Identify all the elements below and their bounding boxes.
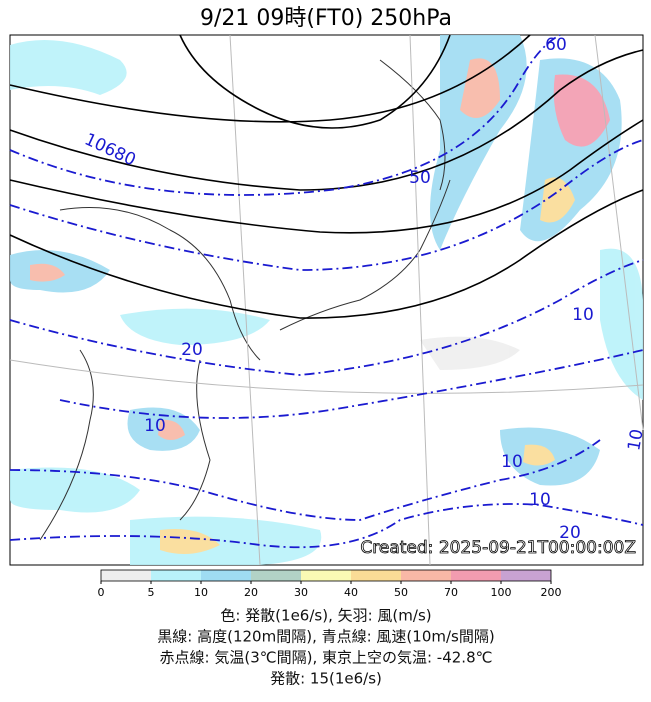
map bbox=[9, 34, 644, 566]
caption-line: 黒線: 高度(120m間隔), 青点線: 風速(10m/s間隔) bbox=[157, 628, 494, 646]
wind-speed-contours bbox=[9, 34, 644, 549]
contour-label: 10 bbox=[501, 452, 523, 472]
colorbar-tick-label: 50 bbox=[394, 586, 408, 599]
colorbar-tick-label: 30 bbox=[294, 586, 308, 599]
caption-line: 色: 発散(1e6/s), 矢羽: 風(m/s) bbox=[220, 607, 431, 625]
colorbar-tick-label: 100 bbox=[491, 586, 512, 599]
divergence-shading bbox=[10, 35, 643, 565]
contour-label: 50 bbox=[409, 168, 431, 188]
colorbar-tick-label: 10 bbox=[194, 586, 208, 599]
colorbar-tick-label: 0 bbox=[98, 586, 105, 599]
colorbar: 0 5 10 20 30 40 50 70 100 200 bbox=[98, 569, 562, 599]
colorbar-tick-label: 200 bbox=[541, 586, 562, 599]
contour-label: 10 bbox=[144, 416, 166, 436]
title: 9/21 09時(FT0) 250hPa bbox=[200, 6, 452, 31]
caption-line: 発散: 15(1e6/s) bbox=[270, 670, 382, 688]
graticule bbox=[9, 34, 644, 566]
contour-label: 20 bbox=[181, 340, 203, 360]
colorbar-tick-label: 70 bbox=[444, 586, 458, 599]
colorbar-frame bbox=[100, 569, 552, 582]
colorbar-swatch bbox=[101, 570, 151, 581]
caption-line: 赤点線: 気温(3℃間隔), 東京上空の気温: -42.8℃ bbox=[160, 649, 493, 667]
contour-label: 60 bbox=[545, 35, 567, 55]
contour-label: 10 bbox=[624, 428, 647, 453]
contour-label: 10 bbox=[572, 305, 594, 325]
created-stamp: Created: 2025-09-21T00:00:00Z bbox=[360, 538, 636, 558]
contour-label: 20 bbox=[559, 523, 581, 543]
colorbar-tick-label: 20 bbox=[244, 586, 258, 599]
colorbar-swatch bbox=[251, 570, 301, 581]
colorbar-swatch bbox=[301, 570, 351, 581]
colorbar-tick-label: 40 bbox=[344, 586, 358, 599]
colorbar-swatch bbox=[201, 570, 251, 581]
colorbar-tick-label: 5 bbox=[148, 586, 155, 599]
colorbar-swatch bbox=[501, 570, 551, 581]
colorbar-swatch bbox=[401, 570, 451, 581]
colorbar-swatch bbox=[451, 570, 501, 581]
colorbar-swatch bbox=[351, 570, 401, 581]
colorbar-swatch bbox=[151, 570, 201, 581]
contour-label: 10 bbox=[529, 490, 551, 510]
height-contours bbox=[9, 34, 644, 319]
